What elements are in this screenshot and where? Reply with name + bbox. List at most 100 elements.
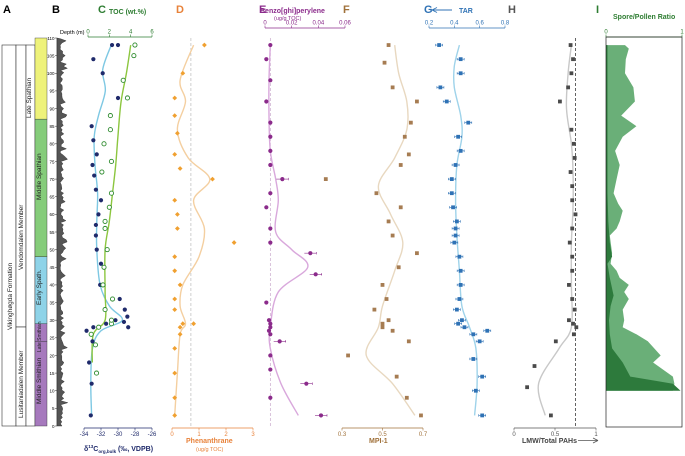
data-point (471, 332, 476, 337)
data-point (175, 226, 180, 231)
panel-letter-c: C (98, 4, 106, 16)
data-point (98, 198, 104, 203)
depth-tick-label: 100 (47, 71, 55, 76)
toc-axis-tick-label: 6 (150, 30, 154, 36)
panel-g: TAR 0.2 0.4 0.6 0.8 (425, 7, 510, 418)
spore-pollen-axis-tick-label: 1 (680, 30, 684, 36)
panel-letter-f: F (343, 4, 350, 16)
data-point (96, 212, 101, 217)
data-point (268, 325, 273, 330)
data-point (102, 218, 108, 224)
mpi-axis-tick-label: 0.3 (338, 432, 347, 438)
data-point (125, 314, 130, 319)
data-point (109, 296, 116, 302)
data-point (102, 225, 108, 232)
data-point (569, 127, 574, 132)
bghip-axis-tick-label: 0.02 (286, 21, 298, 27)
data-point (88, 331, 94, 337)
data-point (454, 219, 459, 224)
data-point (571, 141, 576, 146)
data-point (120, 77, 126, 83)
data-point (87, 360, 92, 365)
toc-axis-tick-label: 2 (108, 30, 112, 36)
data-point (374, 191, 379, 196)
depth-tick-label: 110 (47, 36, 55, 41)
depth-tick-label: 0 (52, 424, 55, 429)
data-point (172, 197, 178, 203)
data-point (94, 247, 99, 252)
panel-letter-d: D (176, 4, 184, 16)
data-point (90, 339, 95, 344)
data-point (172, 370, 178, 376)
tar-title: TAR (459, 8, 473, 15)
data-point (115, 95, 121, 101)
data-point (101, 141, 107, 147)
data-point (117, 296, 122, 302)
data-point (415, 251, 419, 256)
data-point (570, 226, 575, 231)
data-point (268, 78, 273, 83)
data-point (458, 71, 463, 76)
data-point (268, 353, 273, 358)
data-point (264, 205, 269, 210)
data-point (94, 152, 99, 157)
panel-h: 0 0.5 1 LMW/Total PAHs (512, 38, 598, 445)
middle-spathian-label: Middle Spathian (36, 153, 43, 200)
data-point (268, 240, 273, 245)
depth-tick-label: 15 (49, 371, 55, 376)
depth-axis-title: Depth (m) (60, 30, 85, 36)
data-point (210, 176, 215, 182)
data-point (453, 226, 458, 231)
data-point (268, 148, 273, 153)
depth-tick-label: 25 (49, 336, 55, 341)
data-point (574, 325, 579, 330)
lithostratigraphy-column: Vikinghøgda Formation Vendomdalen Member… (1, 37, 48, 427)
data-point (268, 321, 273, 326)
data-point (268, 162, 273, 168)
data-point (453, 163, 458, 167)
d13c-axis-tick-label: -30 (114, 432, 123, 438)
data-point (268, 42, 273, 48)
data-point (386, 219, 391, 224)
mpi-title: MPI-1 (369, 438, 388, 445)
phenanthrane-title: Phenanthrane (186, 438, 233, 445)
data-point (566, 85, 571, 90)
data-point (571, 57, 575, 62)
depth-tick-label: 50 (49, 247, 55, 252)
data-point (264, 300, 269, 305)
data-point (180, 321, 186, 327)
data-point (398, 163, 403, 167)
depth-tick-label: 30 (49, 318, 55, 323)
data-point (567, 240, 572, 245)
trend-line (174, 44, 211, 416)
depth-tick-label: 5 (52, 406, 55, 411)
panel-letter-i: I (596, 4, 599, 16)
data-point (172, 395, 178, 401)
data-point (449, 191, 454, 196)
data-point (264, 57, 269, 62)
data-point (569, 71, 574, 76)
depth-tick-label: 40 (49, 283, 55, 288)
data-point (84, 328, 89, 333)
tar-axis-tick-label: 0.4 (450, 21, 459, 27)
data-point (99, 169, 105, 175)
data-point (104, 247, 110, 253)
data-point (172, 413, 178, 418)
late-spathian-label: Late Spathian (26, 77, 33, 118)
data-point (115, 42, 121, 48)
data-point (122, 307, 127, 312)
data-point (172, 268, 178, 274)
panel-letter-g: G (424, 4, 433, 16)
member-lower-label: Lusitaniadalen Member (18, 350, 25, 418)
data-point (573, 212, 578, 217)
late-smithian-label: Late Smithian (37, 321, 43, 352)
data-point (549, 413, 553, 418)
depth-tick-label: 75 (49, 159, 55, 164)
data-point (380, 321, 385, 326)
depth-tick-label: 65 (49, 195, 55, 200)
data-point (90, 162, 95, 168)
tar-arrow-icon (431, 7, 452, 13)
formation-label: Vikinghøgda Formation (7, 263, 14, 330)
data-point (92, 342, 99, 348)
bghip-unit: (ug/g TOC) (274, 16, 301, 22)
